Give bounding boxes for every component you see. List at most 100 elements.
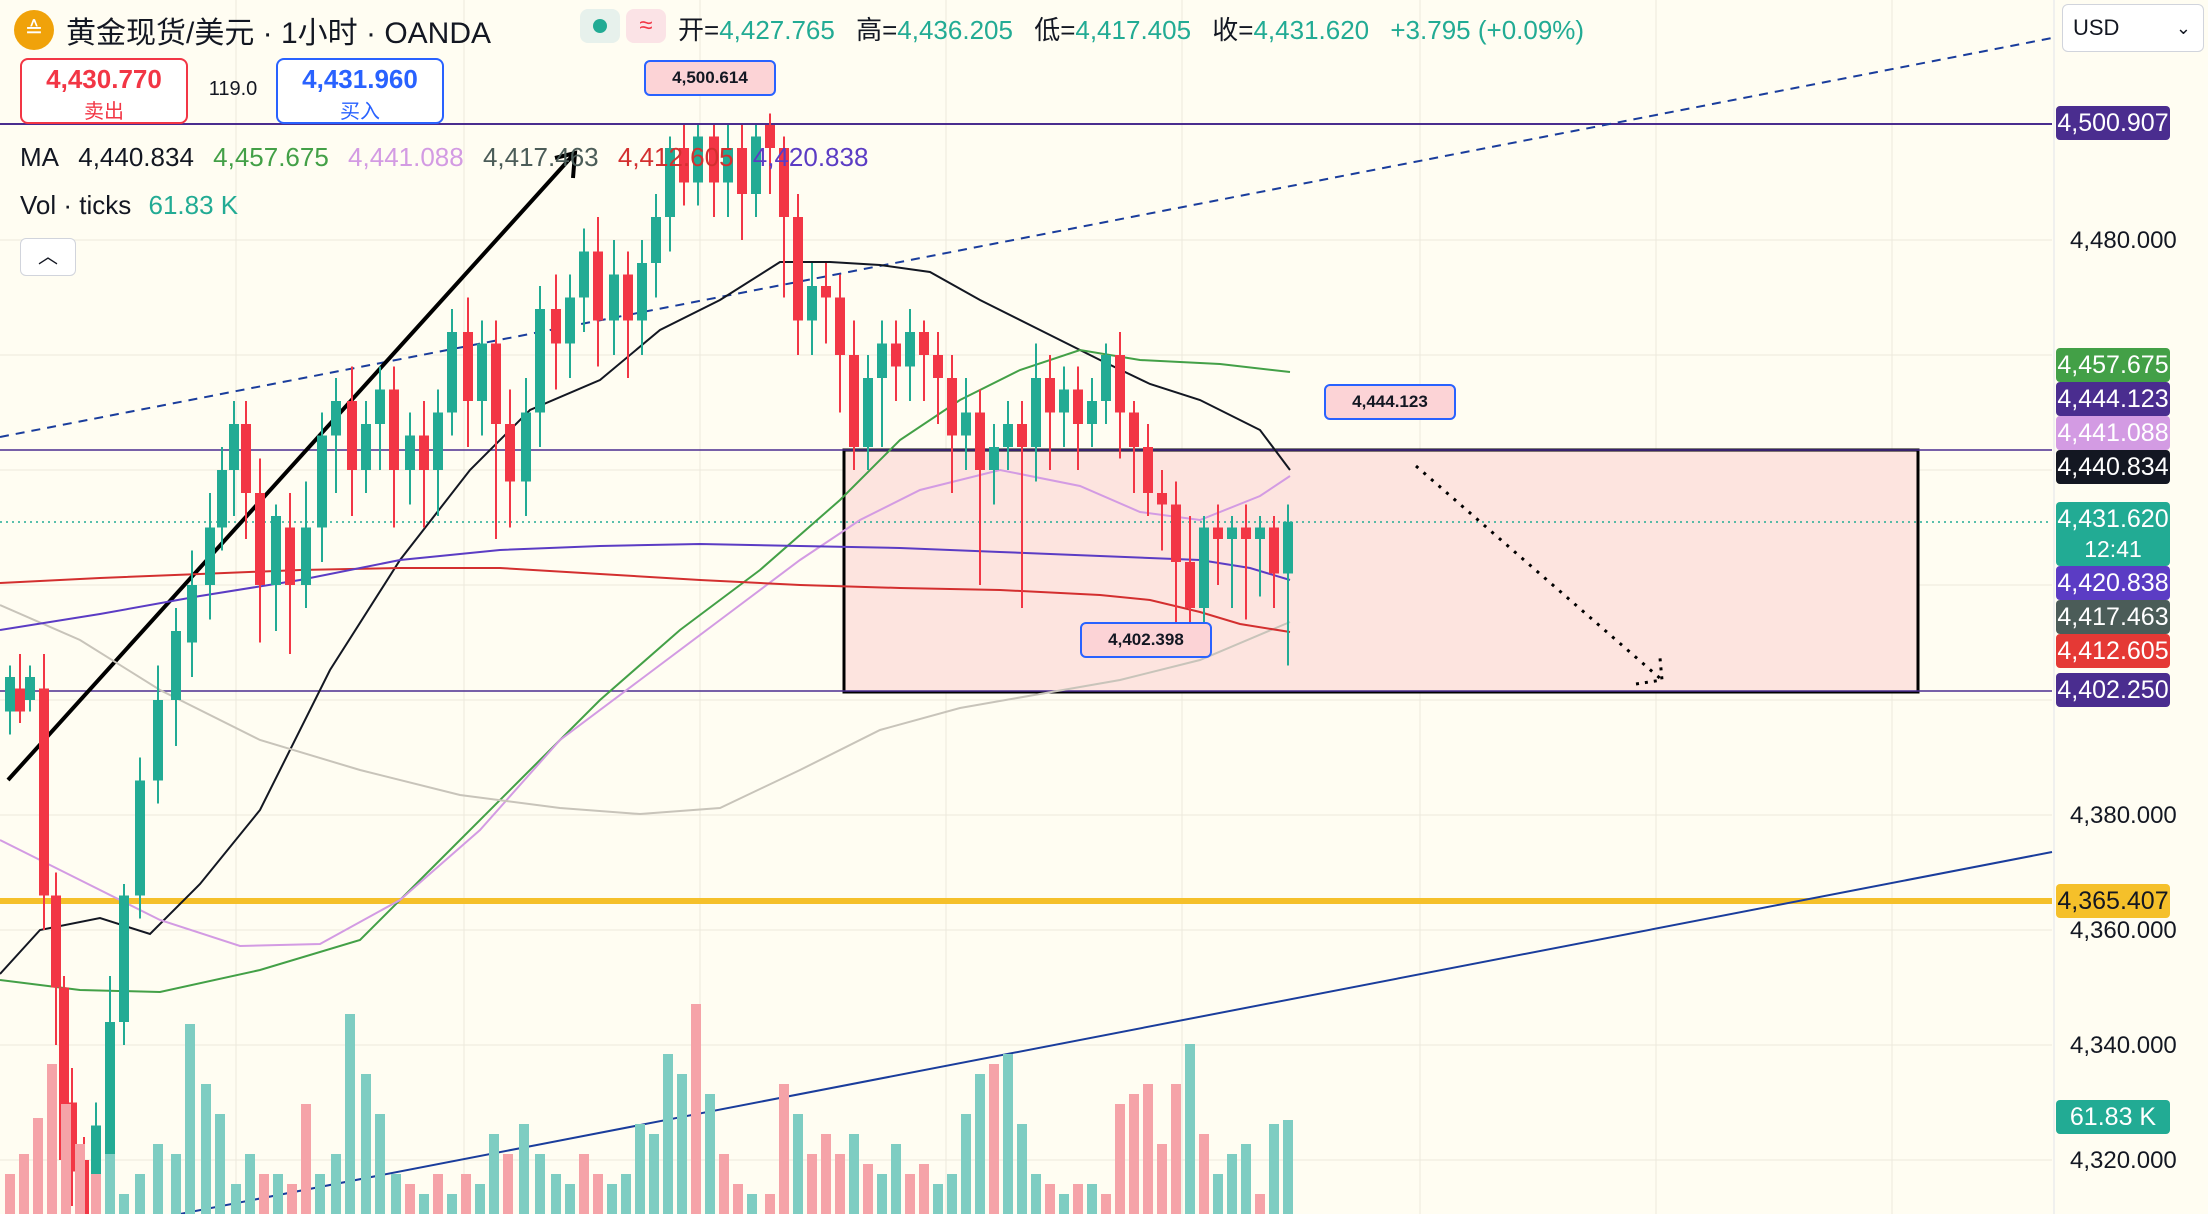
- volume-bar: [1227, 1154, 1237, 1214]
- volume-bar: [877, 1174, 887, 1214]
- volume-bar: [849, 1134, 859, 1214]
- support-label-4365[interactable]: 4,365.407: [2056, 884, 2170, 918]
- volume-bar: [607, 1184, 617, 1214]
- candle-body: [1241, 527, 1251, 539]
- candle-body: [807, 286, 817, 321]
- volume-bar: [519, 1124, 529, 1214]
- volume-bar: [19, 1154, 29, 1214]
- current-price: 4,431.620: [2057, 505, 2169, 533]
- sell-price: 4,430.770: [46, 64, 162, 94]
- volume-bar: [215, 1114, 225, 1214]
- ma-label-4457[interactable]: 4,457.675: [2056, 348, 2170, 382]
- volume-bar: [345, 1014, 355, 1214]
- volume-bar: [975, 1074, 985, 1214]
- ma-value-2: 4,457.675: [213, 142, 329, 172]
- volume-bar: [245, 1154, 255, 1214]
- volume-bar: [33, 1118, 43, 1214]
- candle-body: [433, 412, 443, 470]
- callout-label-4444[interactable]: 4,444.123: [2056, 382, 2170, 416]
- wave-indicator-icon[interactable]: ≈: [626, 9, 666, 43]
- level-label-4402[interactable]: 4,402.250: [2056, 673, 2170, 707]
- volume-bar: [807, 1154, 817, 1214]
- volume-bar: [821, 1134, 831, 1214]
- currency-select[interactable]: USD ⌄: [2062, 4, 2204, 52]
- candle-body: [271, 516, 281, 585]
- ma-label-4440[interactable]: 4,440.834: [2056, 450, 2170, 484]
- projection-arrow-line: [1415, 464, 1663, 682]
- volume-bar: [1059, 1194, 1069, 1214]
- ma-label-4412[interactable]: 4,412.605: [2056, 634, 2170, 668]
- candle-body: [1283, 521, 1293, 574]
- candle-body: [317, 435, 327, 528]
- price-callout-low[interactable]: 4,402.398: [1080, 622, 1212, 658]
- range-box: [842, 448, 1920, 694]
- candle-body: [793, 217, 803, 321]
- candle-body: [67, 1102, 77, 1172]
- candle-body: [709, 136, 719, 183]
- volume-bar: [231, 1184, 241, 1214]
- candle-body: [1143, 447, 1153, 493]
- candle-body: [623, 274, 633, 321]
- axis-tick: 4,380.000: [2070, 802, 2177, 829]
- candle-body: [119, 895, 129, 1022]
- volume-bar: [1269, 1124, 1279, 1214]
- volume-bar: [835, 1154, 845, 1214]
- candle-body: [651, 217, 661, 263]
- candle-body: [361, 424, 371, 470]
- candle-body: [1185, 562, 1195, 608]
- candle-body: [187, 585, 197, 643]
- candle-body: [301, 527, 311, 585]
- symbol-title[interactable]: 黄金现货/美元 · 1小时 · OANDA: [66, 17, 492, 50]
- candle-body: [491, 343, 501, 424]
- volume-bar: [719, 1154, 729, 1214]
- volume-bar: [47, 1064, 57, 1214]
- low-value: 4,417.405: [1075, 15, 1192, 45]
- vol-value: 61.83 K: [148, 190, 239, 220]
- ma-label-4441[interactable]: 4,441.088: [2056, 416, 2170, 450]
- volume-bar: [447, 1194, 457, 1214]
- volume-axis-label[interactable]: 61.83 K: [2056, 1100, 2170, 1134]
- candle-body: [551, 309, 561, 344]
- sell-button[interactable]: 4,430.770 卖出: [20, 58, 188, 124]
- candle-body: [1031, 378, 1041, 447]
- candle-body: [975, 412, 985, 470]
- candle-body: [205, 527, 215, 585]
- market-open-status-icon[interactable]: [580, 9, 620, 43]
- candle-body: [15, 688, 25, 712]
- candle-body: [51, 895, 61, 988]
- candle-body: [933, 355, 943, 378]
- buy-button[interactable]: 4,431.960 买入: [276, 58, 444, 124]
- candle-body: [1115, 355, 1125, 413]
- candle-body: [447, 332, 457, 413]
- ma-label-4417[interactable]: 4,417.463: [2056, 600, 2170, 634]
- collapse-legend-button[interactable]: ︿: [20, 238, 76, 276]
- axis-tick: 4,340.000: [2070, 1032, 2177, 1059]
- volume-bar: [535, 1154, 545, 1214]
- impulse-arrow-line: [6, 151, 577, 782]
- volume-bar: [91, 1174, 101, 1214]
- level-label-4500[interactable]: 4,500.907: [2056, 106, 2170, 140]
- volume-bar: [663, 1054, 673, 1214]
- buy-price: 4,431.960: [302, 64, 418, 94]
- dashed-channel-line: [0, 37, 2053, 438]
- current-price-label[interactable]: 4,431.620 12:41: [2056, 502, 2170, 566]
- price-callout-ma[interactable]: 4,444.123: [1324, 384, 1456, 420]
- volume-bar: [551, 1174, 561, 1214]
- volume-bar: [947, 1174, 957, 1214]
- volume-legend[interactable]: Vol · ticks 61.83 K: [20, 190, 238, 221]
- low-label: 低=: [1034, 15, 1076, 45]
- candle-body: [723, 148, 733, 183]
- volume-bar: [593, 1174, 603, 1214]
- price-callout-high[interactable]: 4,500.614: [644, 60, 776, 96]
- volume-bar: [1087, 1184, 1097, 1214]
- candle-body: [477, 343, 487, 401]
- candle-body: [255, 493, 265, 585]
- vol-label: Vol · ticks: [20, 190, 132, 220]
- candle-body: [1157, 493, 1167, 505]
- ma-legend[interactable]: MA 4,440.834 4,457.675 4,441.088 4,417.4…: [20, 142, 880, 173]
- candle-body: [1017, 424, 1027, 447]
- axis-tick: 4,480.000: [2070, 227, 2177, 254]
- ma-label-4420[interactable]: 4,420.838: [2056, 566, 2170, 600]
- ma-value-5: 4,412.605: [617, 142, 734, 172]
